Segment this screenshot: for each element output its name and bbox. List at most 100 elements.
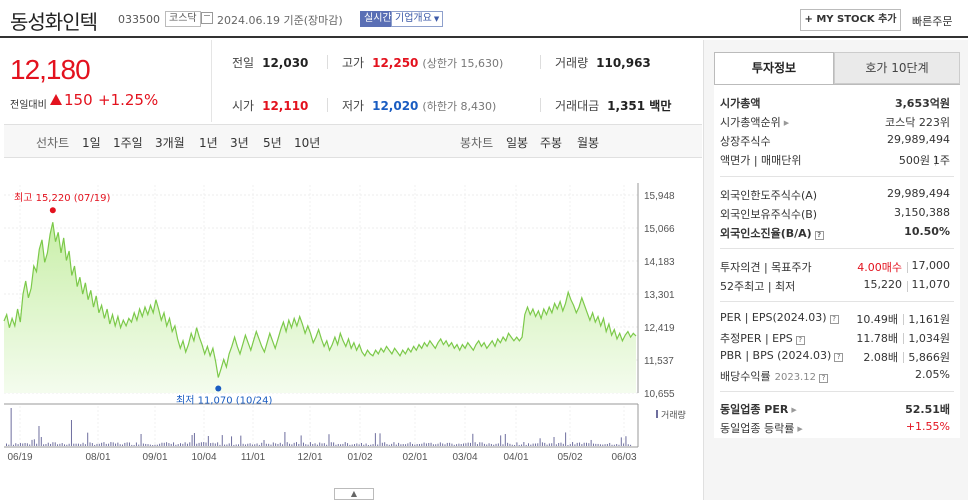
divider — [720, 391, 954, 392]
volume-bar — [567, 444, 569, 446]
volume-bar — [588, 443, 590, 446]
volume-bar — [358, 444, 360, 446]
reference-date: 2024.06.19 기준(장마감) — [217, 14, 343, 27]
volume-bar — [52, 442, 54, 446]
volume-bar — [363, 444, 365, 446]
volume-bar — [530, 444, 532, 446]
volume-bar — [226, 444, 228, 446]
volume-bar — [68, 443, 70, 446]
volume-bar — [428, 442, 430, 446]
opinion-row: 투자의견 | 목표주가 4.00매수 17,000 — [720, 259, 950, 277]
help-icon[interactable]: ? — [834, 353, 844, 362]
volume-bar — [592, 443, 594, 446]
period-3y[interactable]: 3년 — [230, 136, 249, 150]
add-mystock-button[interactable]: + MY STOCK 추가 — [800, 9, 901, 31]
quote-open-value: 12,110 — [262, 99, 309, 113]
x-tick-label: 10/04 — [191, 452, 216, 463]
tab-orderbook[interactable]: 호가 10단계 — [834, 52, 960, 84]
per-label-text: PER | EPS(2024.03) — [720, 311, 827, 324]
candle-daily[interactable]: 일봉 — [506, 136, 529, 150]
volume-bar — [31, 439, 33, 446]
period-1d[interactable]: 1일 — [82, 136, 101, 150]
industry-per-row[interactable]: 동일업종 PER ▶ 52.51배 — [720, 401, 950, 419]
volume-bar — [602, 444, 604, 446]
volume-bar — [316, 444, 318, 446]
period-5y[interactable]: 5년 — [263, 136, 282, 150]
volume-bar — [263, 440, 265, 446]
volume-legend: 거래량 — [661, 409, 686, 421]
market-cap-rank-row[interactable]: 시가총액순위 ▶ 코스닥 223위 — [720, 114, 950, 132]
volume-bar — [407, 443, 409, 446]
volume-bar — [551, 443, 553, 446]
high-label: 최고 15,220 (07/19) — [14, 192, 110, 204]
x-tick-label: 03/04 — [452, 452, 477, 463]
est-eps-value: 1,034원 — [908, 332, 950, 345]
volume-bar — [166, 442, 168, 446]
volume-bar — [337, 443, 339, 446]
volume-bar — [620, 437, 622, 446]
volume-bar — [384, 442, 386, 446]
week52-row: 52주최고 | 최저 15,220 11,070 — [720, 278, 950, 296]
volume-bar — [467, 442, 469, 446]
volume-bar — [38, 426, 40, 446]
volume-bar — [196, 443, 198, 446]
industry-rate-row[interactable]: 동일업종 등락률 ▶ +1.55% — [720, 420, 950, 438]
volume-bar — [432, 444, 434, 446]
volume-bar — [583, 442, 585, 446]
foreign-limit-value: 29,989,494 — [887, 187, 950, 200]
volume-bar — [168, 443, 170, 446]
volume-bar — [214, 443, 216, 446]
divider — [540, 98, 541, 112]
volume-bar — [43, 444, 45, 446]
volume-bar — [33, 439, 35, 446]
volume-bar — [381, 442, 383, 446]
market-cap-rank-value: 코스닥 223위 — [885, 116, 950, 129]
volume-bar — [340, 444, 342, 446]
volume-bar — [186, 443, 188, 446]
help-icon[interactable]: ? — [818, 374, 828, 383]
foreign-limit-row: 외국인한도주식수(A) 29,989,494 — [720, 187, 950, 205]
volume-bar — [425, 443, 427, 446]
help-icon[interactable]: ? — [814, 231, 824, 240]
chevron-right-icon: ▶ — [791, 406, 797, 414]
candle-monthly[interactable]: 월봉 — [577, 136, 600, 150]
volume-bar — [483, 443, 485, 446]
volume-bar — [558, 442, 560, 446]
period-10y[interactable]: 10년 — [294, 136, 321, 150]
company-overview-dropdown[interactable]: 기업개요 ▼ — [391, 11, 444, 27]
help-icon[interactable]: ? — [829, 315, 839, 324]
volume-bar — [198, 442, 200, 446]
volume-bar — [77, 443, 79, 446]
period-3m[interactable]: 3개월 — [155, 136, 185, 150]
collapse-toggle-button[interactable]: ▲ — [334, 488, 374, 500]
per-value: 10.49배 — [856, 313, 898, 326]
volume-bar — [354, 444, 355, 446]
volume-bar — [532, 443, 534, 446]
quick-order-link[interactable]: 빠른주문 — [912, 15, 953, 28]
candle-weekly[interactable]: 주봉 — [540, 136, 563, 150]
x-tick-label: 11/01 — [241, 452, 266, 463]
help-icon[interactable]: ? — [795, 336, 805, 345]
volume-bar — [29, 444, 31, 446]
volume-bar — [177, 444, 179, 446]
volume-bar — [300, 435, 302, 446]
volume-bar — [511, 444, 513, 446]
quote-low-value: 12,020 — [372, 99, 419, 113]
volume-bar — [291, 444, 293, 446]
volume-bar — [395, 444, 397, 446]
volume-bar — [360, 443, 362, 446]
volume-bar — [606, 443, 608, 446]
volume-bar — [465, 443, 467, 446]
y-tick-label: 15,948 — [644, 191, 675, 202]
volume-bar — [391, 443, 393, 446]
volume-bar — [518, 444, 520, 446]
period-1w[interactable]: 1주일 — [113, 136, 143, 150]
volume-bar — [490, 443, 492, 446]
volume-bar — [272, 442, 274, 446]
tab-investment-info[interactable]: 투자정보 — [714, 52, 834, 84]
period-1y[interactable]: 1년 — [199, 136, 218, 150]
volume-bar — [555, 444, 557, 446]
volume-bar — [421, 443, 423, 446]
quote-open-label: 시가 — [232, 99, 255, 113]
volume-bar — [89, 442, 91, 446]
